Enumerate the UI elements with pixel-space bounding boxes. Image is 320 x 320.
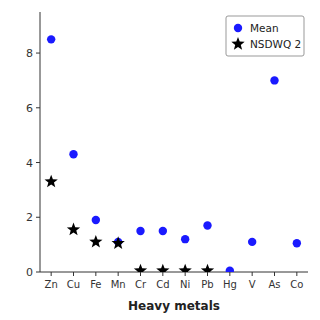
- point: [201, 264, 214, 272]
- y-tick: [36, 272, 40, 273]
- legend: Mean NSDWQ 2: [226, 16, 304, 56]
- legend-frame: [226, 16, 304, 56]
- point: [136, 227, 144, 235]
- marks: [45, 35, 302, 272]
- x-axis-label: Heavy metals: [128, 299, 220, 313]
- point: [69, 150, 77, 158]
- x-tick-label: Cd: [156, 279, 169, 290]
- x-tick: [73, 272, 74, 276]
- x-tick: [207, 272, 208, 276]
- point: [156, 264, 169, 272]
- point: [92, 216, 100, 224]
- x-tick-label: Co: [290, 279, 303, 290]
- chart-svg: 0 2 4 6 8 Zn Cu Fe Mn Cr Cd Ni Pb Hg V As Co Heavy metals…: [0, 0, 320, 320]
- x-axis-line: [40, 272, 308, 273]
- y-tick: [36, 217, 40, 218]
- legend-label: Mean: [250, 22, 279, 34]
- point: [181, 235, 189, 243]
- y-axis-line: [40, 12, 41, 272]
- series-1: [45, 175, 215, 272]
- y-tick-label: 4: [26, 157, 33, 170]
- x-tick-label: Cr: [135, 279, 147, 290]
- y-tick: [36, 162, 40, 163]
- point: [45, 175, 58, 188]
- y-tick-label: 8: [26, 47, 33, 60]
- x-tick-label: V: [249, 279, 256, 290]
- x-tick: [296, 272, 297, 276]
- x-tick: [185, 272, 186, 276]
- legend-marker: [231, 37, 244, 50]
- x-tick: [118, 272, 119, 276]
- x-tick-label: Pb: [201, 279, 213, 290]
- point: [134, 264, 147, 272]
- point: [248, 238, 256, 246]
- x-tick: [274, 272, 275, 276]
- point: [159, 227, 167, 235]
- y-tick-label: 2: [26, 211, 33, 224]
- x-tick: [95, 272, 96, 276]
- point: [67, 223, 80, 236]
- x-tick-label: Ni: [180, 279, 190, 290]
- y-tick: [36, 53, 40, 54]
- point: [270, 76, 278, 84]
- point: [47, 35, 55, 43]
- legend-label: NSDWQ 2: [250, 38, 301, 50]
- x-tick: [51, 272, 52, 276]
- x-tick: [229, 272, 230, 276]
- x-tick-label: Zn: [45, 279, 58, 290]
- series-0: [47, 35, 301, 272]
- y-tick: [36, 107, 40, 108]
- x-tick-label: Mn: [111, 279, 126, 290]
- y-tick-label: 6: [26, 102, 33, 115]
- x-tick-label: Cu: [67, 279, 80, 290]
- point: [179, 264, 192, 272]
- x-tick-label: Fe: [90, 279, 101, 290]
- x-tick: [140, 272, 141, 276]
- point: [226, 266, 234, 272]
- legend-marker: [234, 24, 242, 32]
- y-tick-label: 0: [26, 266, 33, 279]
- point: [203, 221, 211, 229]
- x-tick-label: As: [268, 279, 280, 290]
- point: [112, 236, 125, 249]
- x-tick: [162, 272, 163, 276]
- chart-container: 0 2 4 6 8 Zn Cu Fe Mn Cr Cd Ni Pb Hg V As Co Heavy metals…: [0, 0, 320, 320]
- point: [89, 235, 102, 248]
- point: [293, 239, 301, 247]
- x-tick-label: Hg: [223, 279, 237, 290]
- x-tick: [252, 272, 253, 276]
